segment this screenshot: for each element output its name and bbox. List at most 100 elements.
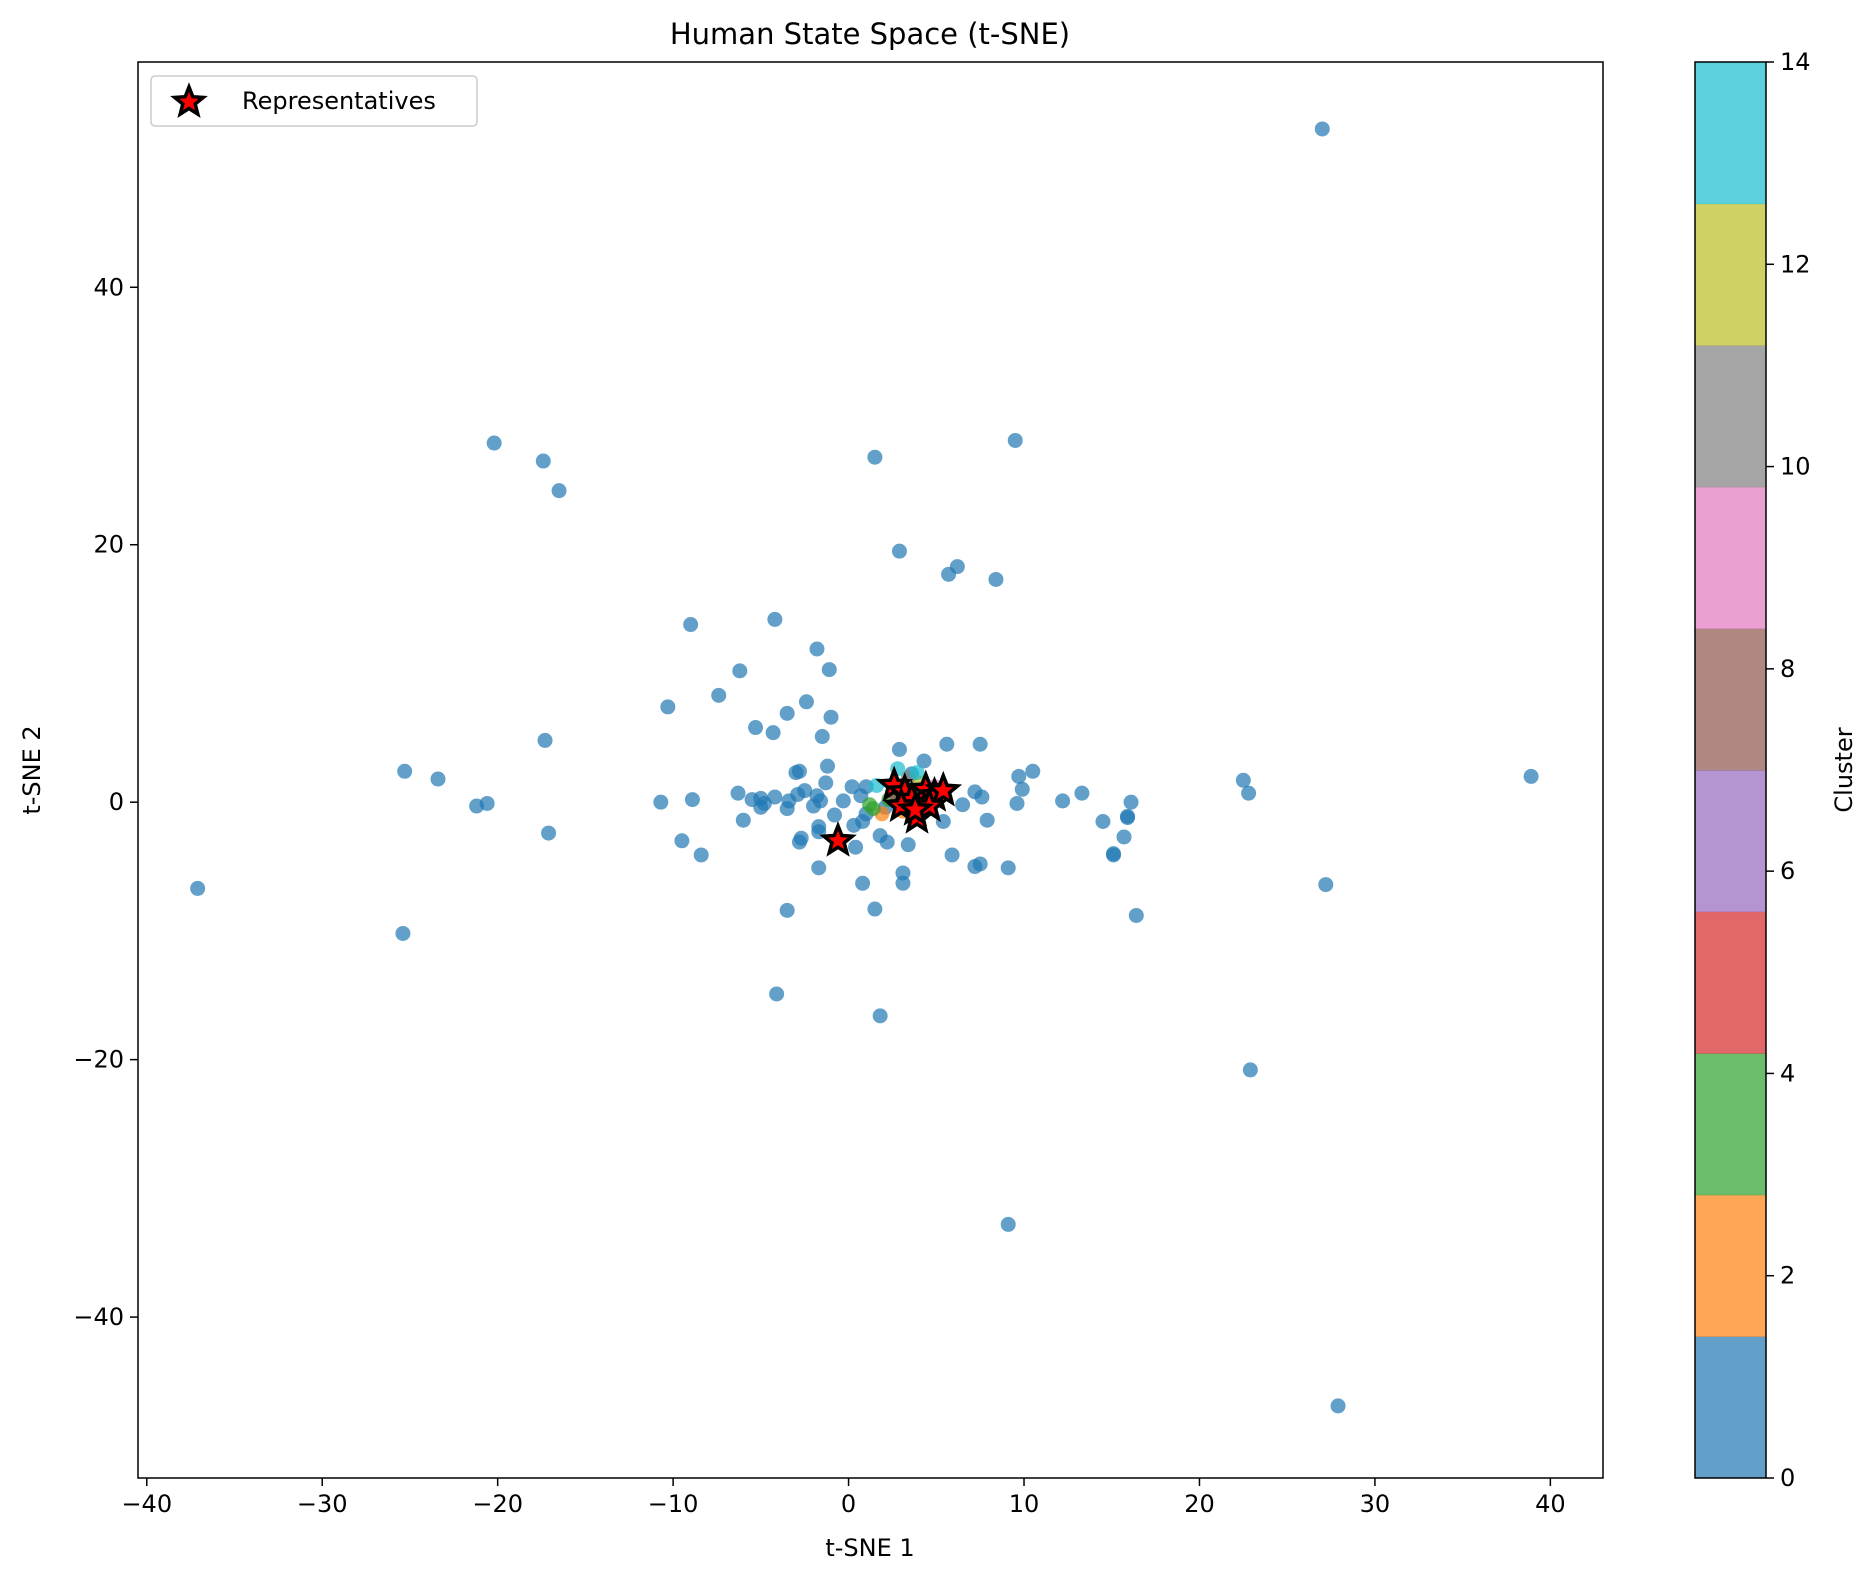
colorbar-segment-3	[1695, 911, 1766, 1054]
y-tick-label: −40	[73, 1303, 124, 1331]
legend-label: Representatives	[242, 87, 436, 115]
cluster-0-point-19	[823, 709, 839, 725]
cluster-0-point-37	[818, 775, 834, 791]
cluster-0-point-18	[779, 705, 795, 721]
cluster-0-point-6	[891, 543, 907, 559]
cluster-0-point-93	[1000, 860, 1016, 876]
cluster-0-point-83	[848, 839, 864, 855]
y-tick-label: 0	[109, 788, 124, 816]
cluster-0-point-65	[805, 798, 821, 814]
legend-box	[150, 75, 478, 127]
cluster-0-point-29	[788, 765, 804, 781]
legend-star-icon	[170, 82, 208, 118]
cluster-0-point-71	[846, 817, 862, 833]
cluster-0-point-27	[916, 753, 932, 769]
cluster-4-point-1	[862, 797, 878, 813]
cluster-0-point-11	[767, 611, 783, 627]
cluster-0-point-102	[395, 925, 411, 941]
colorbar-tick-label: 14	[1780, 48, 1811, 76]
cluster-0-point-58	[1123, 794, 1139, 810]
x-axis-label: t-SNE 1	[825, 1534, 914, 1562]
cluster-0-point-31	[1025, 763, 1041, 779]
cluster-0-point-1	[486, 435, 502, 451]
y-tick-label: 40	[93, 273, 124, 301]
cluster-0-point-89	[944, 847, 960, 863]
colorbar-tick-label: 0	[1780, 1464, 1795, 1492]
colorbar-tick-label: 8	[1780, 655, 1795, 683]
x-tick-label: 30	[1360, 1490, 1391, 1518]
cluster-0-point-78	[674, 833, 690, 849]
cluster-0-point-24	[939, 736, 955, 752]
cluster-0-point-77	[541, 825, 557, 841]
representative-star-6	[924, 770, 963, 807]
cluster-0-point-36	[1523, 768, 1539, 784]
colorbar-segment-6	[1695, 486, 1766, 629]
legend: Representatives	[150, 75, 478, 127]
cluster-0-point-40	[1241, 785, 1257, 801]
cluster-0-point-56	[469, 798, 485, 814]
cluster-0-point-23	[537, 732, 553, 748]
cluster-0-point-20	[748, 720, 764, 736]
x-tick-label: 20	[1184, 1490, 1215, 1518]
plot-frame	[137, 61, 1604, 1479]
cluster-0-point-57	[1055, 793, 1071, 809]
cluster-0-point-88	[1105, 847, 1121, 863]
cluster-0-point-86	[900, 837, 916, 853]
cluster-0-point-85	[879, 834, 895, 850]
cluster-0-point-22	[814, 729, 830, 745]
cluster-0-point-73	[1095, 813, 1111, 829]
cluster-0-point-9	[988, 571, 1004, 587]
x-axis: −40 −30 −20 −10 0 10 20 30 40	[121, 1478, 1566, 1518]
x-tick-label: 0	[841, 1490, 856, 1518]
representative-star-0	[819, 821, 857, 857]
points-layer	[190, 121, 1539, 1414]
cluster-0-point-10	[683, 617, 699, 633]
cluster-0-point-34	[430, 771, 446, 787]
cluster-0-point-54	[684, 792, 700, 808]
colorbar-segment-4	[1695, 770, 1766, 913]
cluster-0-point-4	[867, 449, 883, 465]
cluster-0-point-16	[711, 687, 727, 703]
cluster-0-point-3	[551, 483, 567, 499]
cluster-0-point-105	[1242, 1062, 1258, 1078]
colorbar-segment-8	[1695, 203, 1766, 346]
cluster-0-point-32	[1011, 768, 1027, 784]
cluster-0-point-75	[1120, 810, 1136, 826]
colorbar-frame	[1694, 61, 1767, 1479]
cluster-0-point-35	[1235, 772, 1251, 788]
x-tick-label: −40	[121, 1490, 172, 1518]
y-axis: −40 −20 0 20 40	[73, 273, 138, 1331]
colorbar-segment-0	[1695, 1336, 1766, 1479]
cluster-0-point-104	[872, 1008, 888, 1024]
cluster-0-point-79	[693, 847, 709, 863]
cluster-0-point-101	[1128, 907, 1144, 923]
cluster-0-point-97	[1318, 877, 1334, 893]
cluster-0-point-76	[1116, 829, 1132, 845]
x-tick-label: −20	[472, 1490, 523, 1518]
cluster-0-point-100	[867, 901, 883, 917]
cluster-0-point-103	[769, 986, 785, 1002]
cluster-0-point-25	[972, 736, 988, 752]
y-tick-label: −20	[73, 1046, 124, 1074]
cluster-0-point-69	[827, 807, 843, 823]
cluster-0-point-38	[1014, 781, 1030, 797]
cluster-0-point-53	[653, 794, 669, 810]
colorbar-label: Cluster	[1830, 727, 1858, 812]
cluster-0-point-21	[765, 725, 781, 741]
cluster-0-point-94	[895, 865, 911, 881]
x-tick-label: 10	[1009, 1490, 1040, 1518]
colorbar-segment-7	[1695, 345, 1766, 488]
cluster-0-point-51	[753, 799, 769, 815]
cluster-0-point-8	[941, 566, 957, 582]
cluster-0-point-26	[891, 741, 907, 757]
chart-title: Human State Space (t-SNE)	[670, 17, 1070, 51]
cluster-0-point-42	[974, 789, 990, 805]
cluster-0-point-5	[1007, 432, 1023, 448]
y-tick-label: 20	[93, 531, 124, 559]
cluster-0-point-66	[779, 801, 795, 817]
cluster-0-point-107	[1330, 1398, 1346, 1414]
cluster-0-point-39	[1074, 785, 1090, 801]
cluster-0-point-15	[660, 699, 676, 715]
colorbar-tick-label: 2	[1780, 1262, 1795, 1290]
